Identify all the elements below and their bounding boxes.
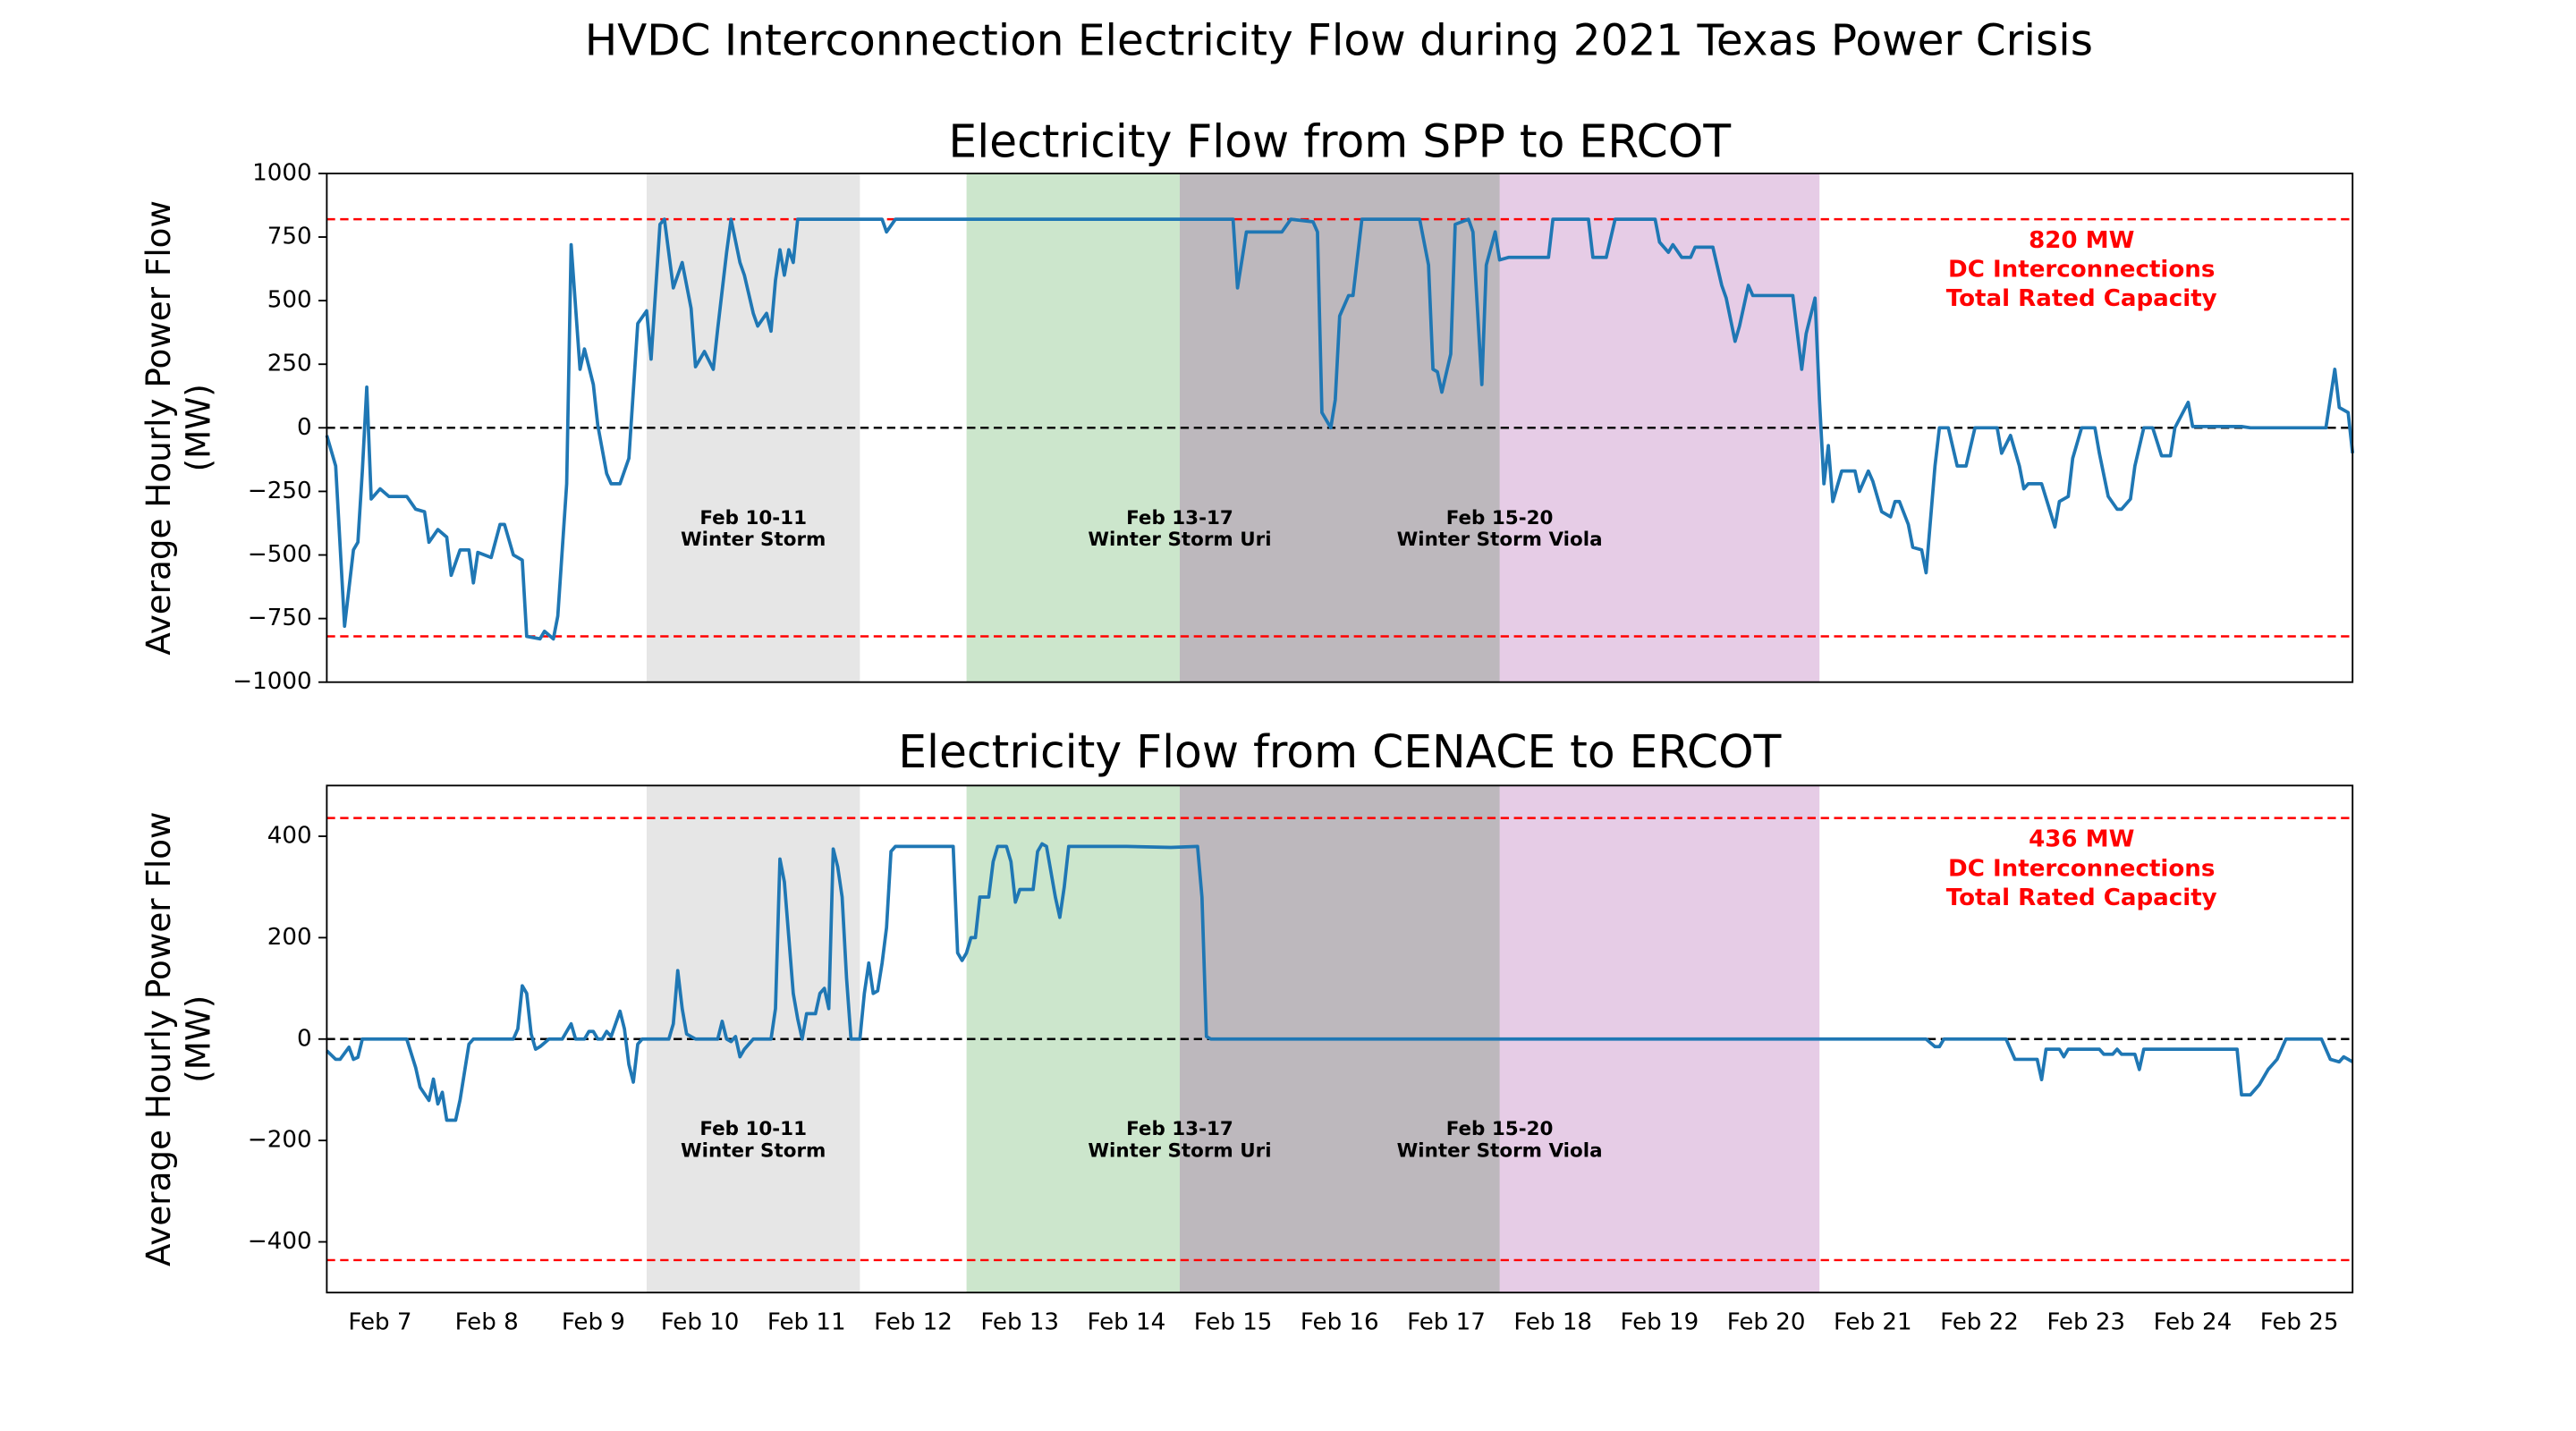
y-axis-label-line: (MW) [178,384,217,471]
x-tick-label: Feb 14 [1088,1308,1166,1335]
annotation: Feb 10-11 [699,1118,807,1140]
y-axis-label: Average Hourly Power Flow(MW) [138,200,217,656]
x-tick-label: Feb 17 [1407,1308,1486,1335]
y-tick-label: 750 [267,224,312,250]
annotation: DC Interconnections [1948,855,2215,882]
data-line [325,217,2355,641]
x-tick-label: Feb 22 [1940,1308,2019,1335]
y-axis-label-line: (MW) [178,995,217,1083]
y-tick-label: 400 [267,823,312,850]
x-tick-label: Feb 16 [1301,1308,1379,1335]
figure-title: HVDC Interconnection Electricity Flow du… [585,15,2093,65]
annotation: Winter Storm Viola [1397,529,1603,551]
annotation: Winter Storm Uri [1088,529,1271,551]
x-tick-label: Feb 21 [1834,1308,1912,1335]
data-line [326,842,2354,1122]
y-axis-label-line: Average Hourly Power Flow [138,811,177,1266]
x-tick-label: Feb 18 [1513,1308,1592,1335]
annotation: Winter Storm Uri [1088,1139,1271,1162]
subplot-title: Electricity Flow from SPP to ERCOT [948,115,1731,168]
x-tick-label: Feb 12 [874,1308,953,1335]
y-tick-label: −500 [248,541,312,568]
annotation: Feb 10-11 [699,507,807,529]
y-tick-label: 0 [297,1025,312,1052]
annotation: Total Rated Capacity [1946,285,2217,312]
x-tick-label: Feb 7 [348,1308,411,1335]
x-tick-label: Feb 13 [980,1308,1059,1335]
x-tick-label: Feb 11 [767,1308,846,1335]
annotation: Winter Storm [681,1139,826,1162]
annotation: Total Rated Capacity [1946,885,2217,911]
annotation: Feb 15-20 [1446,507,1554,529]
annotation: DC Interconnections [1948,257,2215,284]
annotation: 820 MW [2029,227,2134,254]
x-tick-label: Feb 23 [2046,1308,2125,1335]
y-tick-label: 200 [267,924,312,951]
annotation: Feb 13-17 [1126,507,1233,529]
y-axis-label: Average Hourly Power Flow(MW) [138,811,217,1266]
y-tick-label: 250 [267,351,312,377]
annotation: Feb 13-17 [1126,1118,1233,1140]
x-tick-label: Feb 9 [562,1308,625,1335]
annotation: Winter Storm Viola [1397,1139,1603,1162]
x-tick-label: Feb 24 [2154,1308,2233,1335]
x-tick-label: Feb 20 [1727,1308,1806,1335]
annotation: Winter Storm [681,529,826,551]
y-tick-label: −200 [248,1127,312,1154]
y-tick-label: −250 [248,478,312,504]
y-tick-label: 0 [297,414,312,441]
y-tick-label: −400 [248,1228,312,1255]
x-tick-label: Feb 10 [661,1308,740,1335]
x-tick-label: Feb 25 [2260,1308,2339,1335]
y-axis-label-line: Average Hourly Power Flow [138,200,177,656]
y-tick-label: −750 [248,605,312,631]
y-tick-label: −1000 [233,668,311,695]
y-tick-label: 1000 [252,159,311,186]
y-tick-label: 500 [267,287,312,314]
annotation: Feb 15-20 [1446,1118,1554,1140]
x-tick-label: Feb 19 [1621,1308,1699,1335]
subplot-title: Electricity Flow from CENACE to ERCOT [898,725,1781,778]
x-tick-label: Feb 8 [455,1308,519,1335]
x-tick-label: Feb 15 [1194,1308,1273,1335]
annotation: 436 MW [2029,826,2134,853]
